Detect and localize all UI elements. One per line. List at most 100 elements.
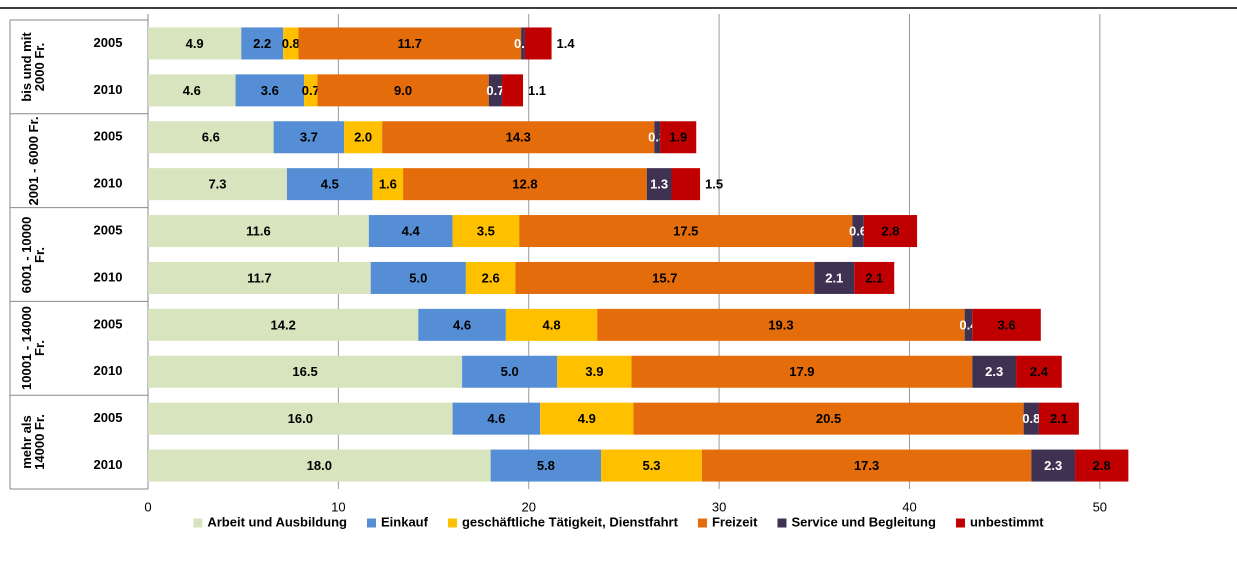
legend-label: unbestimmt bbox=[970, 514, 1044, 529]
data-label: 2.8 bbox=[1093, 458, 1111, 473]
bar-segment bbox=[452, 215, 520, 248]
bar-segment bbox=[344, 121, 383, 154]
x-tick-label: 20 bbox=[521, 499, 535, 514]
data-label: 2.2 bbox=[253, 36, 271, 51]
data-label: 9.0 bbox=[394, 83, 412, 98]
data-label: 1.5 bbox=[705, 177, 723, 192]
bar-segment bbox=[1023, 402, 1039, 435]
data-label: 18.0 bbox=[307, 458, 332, 473]
bar-segment bbox=[235, 74, 305, 107]
bar-segment bbox=[148, 27, 242, 60]
data-label: 5.0 bbox=[409, 270, 427, 285]
group-label: bis und mit 2000 Fr. bbox=[19, 32, 47, 102]
data-label: 2.4 bbox=[1030, 364, 1049, 379]
group-label: 10001 - 14000 Fr. bbox=[19, 306, 47, 391]
data-label: 2.3 bbox=[985, 364, 1003, 379]
y-tick-label: 2010 bbox=[94, 269, 123, 284]
data-label: 4.6 bbox=[487, 411, 505, 426]
data-label: 17.5 bbox=[673, 223, 698, 238]
bar-segment bbox=[646, 168, 672, 201]
bar-segment bbox=[671, 168, 701, 201]
bar-segment bbox=[601, 449, 702, 482]
bar-segment bbox=[863, 215, 918, 248]
bar-segment bbox=[972, 308, 1041, 341]
bar-segment bbox=[633, 402, 1024, 435]
bar-segment bbox=[854, 261, 895, 294]
data-label: 2.8 bbox=[881, 223, 899, 238]
bar-segment bbox=[148, 308, 419, 341]
data-label: 16.5 bbox=[292, 364, 317, 379]
bar-segment bbox=[372, 168, 404, 201]
data-label: 20.5 bbox=[816, 411, 841, 426]
bar-segment bbox=[241, 27, 284, 60]
bar-segment bbox=[1038, 402, 1079, 435]
bar-segment bbox=[317, 74, 489, 107]
legend-swatch bbox=[366, 518, 376, 528]
bar-segment bbox=[148, 121, 274, 154]
data-label: 1.4 bbox=[557, 36, 576, 51]
data-label: 4.9 bbox=[186, 36, 204, 51]
data-label: 4.6 bbox=[183, 83, 201, 98]
bar-segment bbox=[465, 261, 516, 294]
data-label: 17.3 bbox=[854, 458, 879, 473]
data-label: 2.1 bbox=[1050, 411, 1068, 426]
bar-segment bbox=[502, 74, 524, 107]
bar-segment bbox=[273, 121, 345, 154]
bar-segment bbox=[418, 308, 506, 341]
data-label: 14.2 bbox=[271, 317, 296, 332]
group-label: mehr als 14000 Fr. bbox=[19, 414, 47, 470]
data-label: 2.6 bbox=[482, 270, 500, 285]
bar-segment bbox=[814, 261, 855, 294]
y-tick-label: 2010 bbox=[94, 457, 123, 472]
legend-label: Service und Begleitung bbox=[791, 514, 936, 529]
data-label: 5.8 bbox=[537, 458, 555, 473]
bar-segment bbox=[540, 402, 634, 435]
data-label: 3.9 bbox=[585, 364, 603, 379]
group-label: 2001 - 6000 Fr. bbox=[25, 116, 41, 206]
bar-segment bbox=[462, 355, 558, 388]
bar-segment bbox=[298, 27, 522, 60]
data-label: 11.7 bbox=[397, 36, 422, 51]
y-tick-label: 2005 bbox=[94, 129, 123, 144]
y-tick-label: 2005 bbox=[94, 35, 123, 50]
bar-segment bbox=[148, 168, 287, 201]
bar-segment bbox=[490, 449, 602, 482]
x-tick-label: 30 bbox=[712, 499, 726, 514]
data-label: 4.4 bbox=[402, 223, 421, 238]
bar-segment bbox=[382, 121, 655, 154]
data-label: 2.1 bbox=[825, 270, 843, 285]
data-label: 12.8 bbox=[512, 177, 537, 192]
data-label: 16.0 bbox=[288, 411, 313, 426]
legend-label: geschäftliche Tätigkeit, Dienstfahrt bbox=[462, 514, 679, 529]
bar-segment bbox=[701, 449, 1032, 482]
bar-segment bbox=[654, 121, 661, 154]
bar-segment bbox=[1031, 449, 1076, 482]
data-label: 17.9 bbox=[789, 364, 814, 379]
bar-segment bbox=[488, 74, 503, 107]
data-label: 15.7 bbox=[652, 270, 677, 285]
x-tick-label: 50 bbox=[1093, 499, 1107, 514]
data-label: 1.1 bbox=[528, 83, 546, 98]
legend-swatch bbox=[447, 518, 457, 528]
y-tick-label: 2010 bbox=[94, 363, 123, 378]
data-label: 11.7 bbox=[247, 270, 272, 285]
bar-segment bbox=[1016, 355, 1062, 388]
bar-segment bbox=[304, 74, 318, 107]
data-label: 2.1 bbox=[865, 270, 883, 285]
data-label: 19.3 bbox=[768, 317, 793, 332]
bar-segment bbox=[1075, 449, 1129, 482]
bar-segment bbox=[148, 261, 371, 294]
bar-segment bbox=[972, 355, 1017, 388]
bar-segment bbox=[368, 215, 453, 248]
bar-segment bbox=[403, 168, 647, 201]
data-label: 14.3 bbox=[506, 130, 531, 145]
data-label: 4.8 bbox=[543, 317, 561, 332]
data-label: 11.6 bbox=[246, 223, 271, 238]
bar-segment bbox=[557, 355, 632, 388]
bar-segment bbox=[524, 27, 552, 60]
y-tick-label: 2005 bbox=[94, 316, 123, 331]
legend-swatch bbox=[697, 518, 707, 528]
legend-label: Einkauf bbox=[381, 514, 429, 529]
bar-segment bbox=[964, 308, 973, 341]
data-label: 3.6 bbox=[998, 317, 1016, 332]
